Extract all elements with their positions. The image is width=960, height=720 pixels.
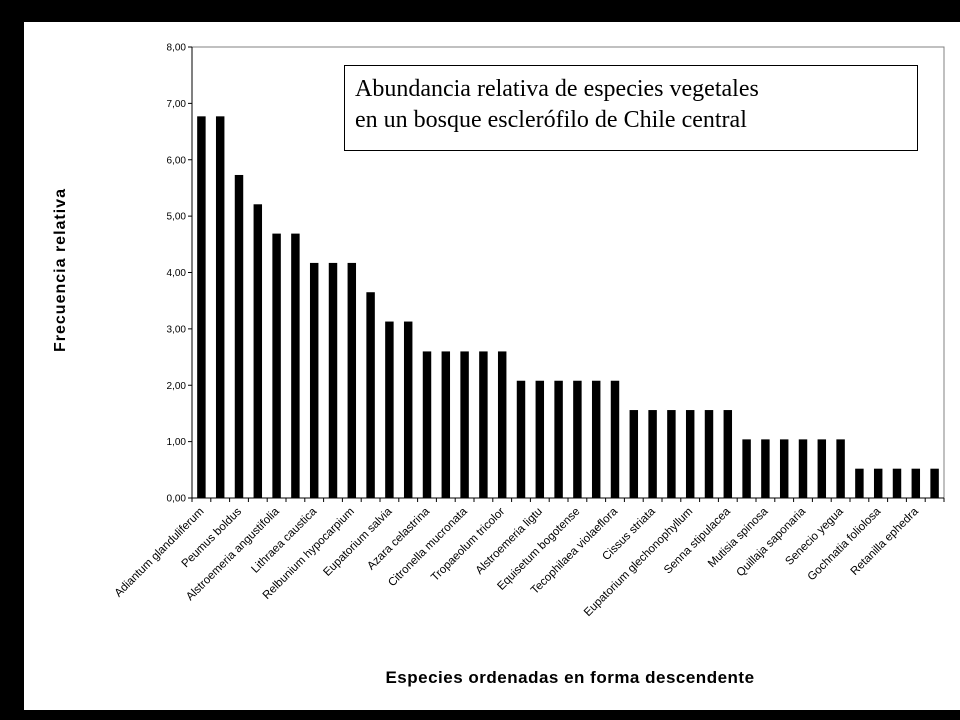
x-category-label: Quillaja saponaria xyxy=(735,505,809,579)
bar xyxy=(253,204,263,498)
bar xyxy=(685,410,695,498)
chart-title-box: Abundancia relativa de especies vegetale… xyxy=(344,65,918,151)
bar xyxy=(366,292,375,498)
y-tick-label: 3,00 xyxy=(167,324,187,335)
y-tick-label: 0,00 xyxy=(167,494,187,505)
bar xyxy=(479,351,488,498)
bar xyxy=(403,321,413,498)
bar xyxy=(779,439,789,498)
bar xyxy=(215,116,225,498)
y-tick-label: 4,00 xyxy=(167,268,187,279)
bars-group xyxy=(197,116,939,498)
bar xyxy=(591,380,601,498)
bar xyxy=(573,380,582,498)
bar xyxy=(347,262,357,498)
bar xyxy=(704,410,714,498)
bar xyxy=(629,410,639,498)
bar xyxy=(497,351,507,498)
bar xyxy=(460,351,469,498)
bar xyxy=(723,410,733,498)
x-category-label: Tropaeolum tricolor xyxy=(429,506,507,584)
x-category-label: Alstroemeria ligtu xyxy=(474,506,545,577)
y-tick-label: 2,00 xyxy=(167,381,187,392)
bar xyxy=(930,468,939,498)
bar xyxy=(798,439,808,498)
x-category-label: Retanilla ephedra xyxy=(849,505,922,578)
y-tick-label: 5,00 xyxy=(167,212,187,223)
y-ticks: 0,00 1,00 2,00 3,00 4,00 5,00 6,00 7,00 8,00 xyxy=(167,43,192,505)
bar xyxy=(234,174,244,498)
bar xyxy=(554,380,563,498)
bar xyxy=(328,262,338,498)
bar xyxy=(742,439,751,498)
x-category-label: Eupatorium salvia xyxy=(321,505,395,579)
bar xyxy=(817,439,827,498)
y-tick-label: 7,00 xyxy=(167,99,187,110)
x-category-label: Lithraea caustica xyxy=(249,505,319,575)
bar xyxy=(197,116,206,498)
bar-chart: 0,00 1,00 2,00 3,00 4,00 5,00 6,00 7,00 8,00 Adi… xyxy=(52,43,945,687)
bar xyxy=(761,439,770,498)
bar xyxy=(855,468,864,498)
x-axis-label: Especies ordenadas en forma descendente xyxy=(385,668,754,687)
bar xyxy=(836,439,845,498)
bar xyxy=(667,410,676,498)
bar xyxy=(291,233,300,498)
bar xyxy=(422,351,432,498)
chart-title-line-1: Abundancia relativa de especies vegetale… xyxy=(355,76,759,102)
y-axis-label: Frecuencia relativa xyxy=(52,188,69,352)
bar xyxy=(272,233,281,498)
bar xyxy=(385,321,394,498)
bar xyxy=(873,468,883,498)
bar xyxy=(610,380,620,498)
bar xyxy=(648,410,657,498)
bar xyxy=(892,468,902,498)
bar xyxy=(535,380,545,498)
x-category-label: Senna stipulacea xyxy=(662,505,733,576)
chart-panel: 0,00 1,00 2,00 3,00 4,00 5,00 6,00 7,00 8,00 Adi… xyxy=(24,22,960,710)
bar xyxy=(441,351,451,498)
bar xyxy=(516,380,526,498)
bar xyxy=(911,468,921,498)
bar xyxy=(309,262,319,498)
x-category-label: Gochnatia foliolosa xyxy=(806,505,884,583)
y-tick-label: 6,00 xyxy=(167,155,187,166)
y-tick-label: 8,00 xyxy=(167,43,187,54)
y-tick-label: 1,00 xyxy=(167,437,187,448)
chart-title-line-2: en un bosque esclerófilo de Chile centra… xyxy=(355,107,747,133)
